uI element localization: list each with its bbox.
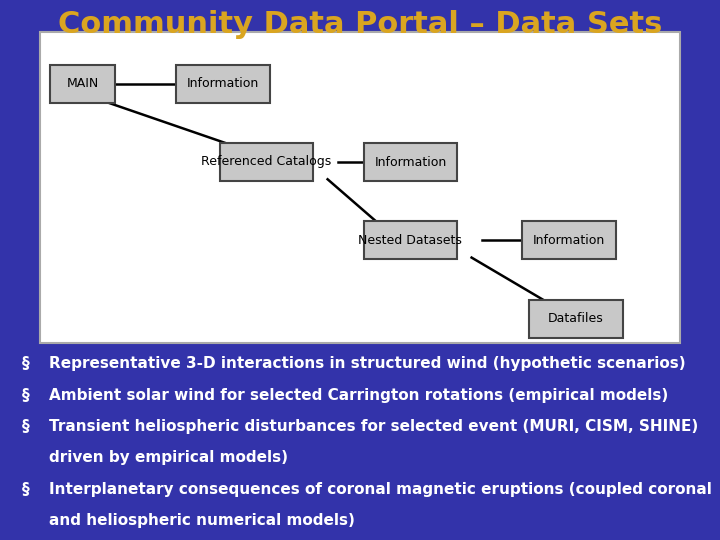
Text: §: § (22, 482, 35, 497)
FancyBboxPatch shape (529, 300, 623, 338)
FancyBboxPatch shape (40, 32, 680, 343)
Text: §: § (22, 419, 35, 434)
Text: Referenced Catalogs: Referenced Catalogs (202, 156, 331, 168)
FancyBboxPatch shape (522, 221, 616, 259)
FancyBboxPatch shape (220, 143, 313, 181)
Text: §: § (22, 356, 35, 372)
Text: Ambient solar wind for selected Carrington rotations (empirical models): Ambient solar wind for selected Carringt… (49, 388, 668, 403)
Text: Interplanetary consequences of coronal magnetic eruptions (coupled coronal: Interplanetary consequences of coronal m… (49, 482, 712, 497)
Text: MAIN: MAIN (67, 77, 99, 90)
Text: Information: Information (187, 77, 259, 90)
Text: Community Data Portal – Data Sets: Community Data Portal – Data Sets (58, 10, 662, 39)
Text: and heliospheric numerical models): and heliospheric numerical models) (49, 513, 355, 528)
Text: Representative 3-D interactions in structured wind (hypothetic scenarios): Representative 3-D interactions in struc… (49, 356, 685, 372)
Text: §: § (22, 388, 35, 403)
FancyBboxPatch shape (50, 65, 115, 103)
Text: Nested Datasets: Nested Datasets (359, 234, 462, 247)
FancyBboxPatch shape (176, 65, 270, 103)
Text: driven by empirical models): driven by empirical models) (49, 450, 288, 465)
Text: Transient heliospheric disturbances for selected event (MURI, CISM, SHINE): Transient heliospheric disturbances for … (49, 419, 698, 434)
Text: Information: Information (374, 156, 446, 168)
Text: Datafiles: Datafiles (548, 312, 604, 325)
FancyBboxPatch shape (364, 221, 457, 259)
Text: Information: Information (533, 234, 605, 247)
FancyBboxPatch shape (364, 143, 457, 181)
